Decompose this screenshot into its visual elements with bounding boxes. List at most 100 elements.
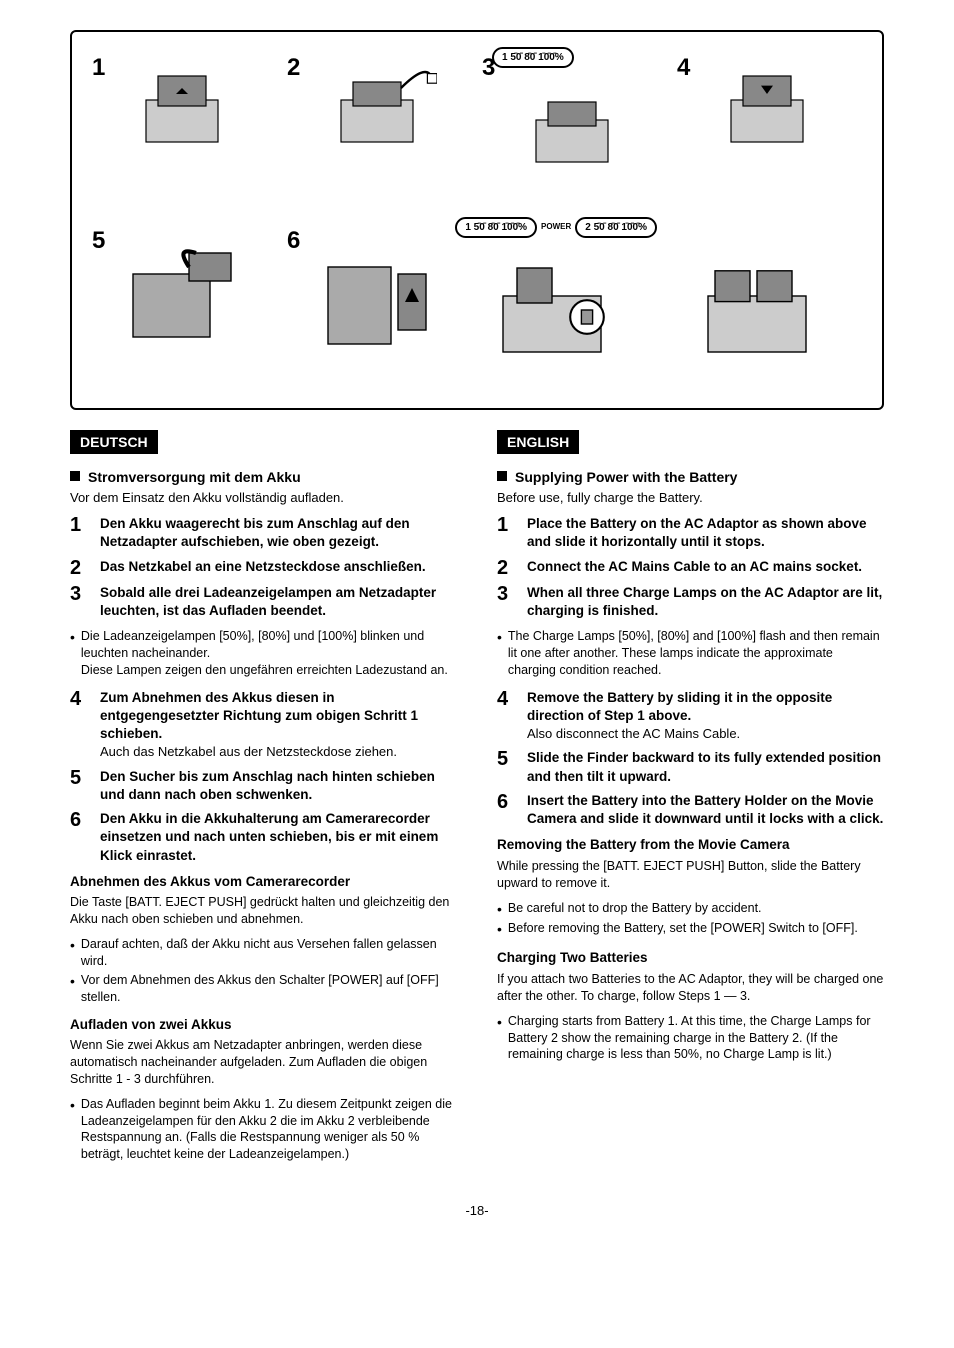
step-text: Connect the AC Mains Cable to an AC main… <box>527 558 884 576</box>
deutsch-heading-text: Stromversorgung mit dem Akku <box>88 468 301 486</box>
charge-indicator-3: 1 5̄0̄ 8̄0̄ 1̄0̄0̄% <box>492 47 574 68</box>
step-text: Zum Abnehmen des Akkus diesen in entgege… <box>100 689 457 762</box>
bullet-text: Charging starts from Battery 1. At this … <box>508 1013 884 1064</box>
step-number-4: 4 <box>677 52 690 83</box>
bullet-icon <box>70 1096 75 1164</box>
bullet-text: The Charge Lamps [50%], [80%] and [100%]… <box>508 628 884 679</box>
dual-indicator-2: 2 5̄0̄ 8̄0̄ 1̄0̄0̄% <box>575 217 657 238</box>
dual-indicator-1: 1 5̄0̄ 8̄0̄ 1̄0̄0̄% <box>455 217 537 238</box>
english-removing-bullets: Be careful not to drop the Battery by ac… <box>497 900 884 940</box>
diagram-step-2: 2 <box>287 52 472 215</box>
english-charging-heading: Charging Two Batteries <box>497 949 884 967</box>
square-bullet-icon <box>70 471 80 481</box>
english-step-4: 4 Remove the Battery by sliding it in th… <box>497 689 884 744</box>
bullet-icon <box>497 920 502 939</box>
step-num: 5 <box>497 749 515 769</box>
diagram-bottom-4 <box>677 225 862 388</box>
step-number-5: 5 <box>92 225 105 256</box>
bullet-icon <box>497 900 502 919</box>
bullet-text: Darauf achten, daß der Akku nicht aus Ve… <box>81 936 457 970</box>
square-bullet-icon <box>497 471 507 481</box>
deutsch-charging-heading: Aufladen von zwei Akkus <box>70 1016 457 1034</box>
step-num: 1 <box>70 515 88 535</box>
step-subtext: Auch das Netzkabel aus der Netzsteckdose… <box>100 744 397 759</box>
deutsch-step-6: 6 Den Akku in die Akkuhalterung am Camer… <box>70 810 457 865</box>
english-heading: Supplying Power with the Battery <box>497 468 884 486</box>
step-number-1: 1 <box>92 52 105 83</box>
step-text: Den Sucher bis zum Anschlag nach hinten … <box>100 768 457 804</box>
bullet-text: Das Aufladen beginnt beim Akku 1. Zu die… <box>81 1096 457 1164</box>
deutsch-removing-bullets: Darauf achten, daß der Akku nicht aus Ve… <box>70 936 457 1006</box>
bullet-text: Be careful not to drop the Battery by ac… <box>508 900 762 919</box>
deutsch-heading: Stromversorgung mit dem Akku <box>70 468 457 486</box>
charger-illustration-3 <box>512 72 632 192</box>
step-num: 3 <box>497 584 515 604</box>
bullet-icon <box>70 628 75 679</box>
bullet-text: Vor dem Abnehmen des Akkus den Schalter … <box>81 972 457 1006</box>
step-text: Den Akku waagerecht bis zum Anschlag auf… <box>100 515 457 551</box>
english-step-3: 3 When all three Charge Lamps on the AC … <box>497 584 884 620</box>
power-label: POWER <box>541 222 571 232</box>
bullet-item: Vor dem Abnehmen des Akkus den Schalter … <box>70 972 457 1006</box>
step-text: Slide the Finder backward to its fully e… <box>527 749 884 785</box>
step-number-2: 2 <box>287 52 300 83</box>
english-step-6: 6 Insert the Battery into the Battery Ho… <box>497 792 884 828</box>
content-columns: DEUTSCH Stromversorgung mit dem Akku Vor… <box>70 430 884 1173</box>
charger-dual-illustration-2 <box>687 240 827 380</box>
deutsch-removing-heading: Abnehmen des Akkus vom Camerarecorder <box>70 873 457 891</box>
lang-label-english: ENGLISH <box>497 430 579 454</box>
deutsch-step-3: 3 Sobald alle drei Ladeanzeigelampen am … <box>70 584 457 620</box>
step-number-6: 6 <box>287 225 300 256</box>
step-num: 6 <box>497 792 515 812</box>
bullet-text: Diese Lampen zeigen den ungefähren errei… <box>81 663 448 677</box>
bullet-item: Die Ladeanzeigelampen [50%], [80%] und [… <box>70 628 457 679</box>
bullet-text: Before removing the Battery, set the [PO… <box>508 920 858 939</box>
diagram-step-4: 4 <box>677 52 862 215</box>
bullet-item: The Charge Lamps [50%], [80%] and [100%]… <box>497 628 884 679</box>
camera-illustration-6 <box>307 225 447 365</box>
bullet-icon <box>70 972 75 1006</box>
step-num: 4 <box>70 689 88 709</box>
bullet-icon <box>70 936 75 970</box>
step-subtext: Also disconnect the AC Mains Cable. <box>527 726 740 741</box>
diagram-step-5: 5 <box>92 225 277 388</box>
charger-illustration-1 <box>122 52 242 172</box>
bullet-text: Die Ladeanzeigelampen [50%], [80%] und [… <box>81 629 424 660</box>
diagram-step-3: 3 1 5̄0̄ 8̄0̄ 1̄0̄0̄% <box>482 52 667 215</box>
step-text: Insert the Battery into the Battery Hold… <box>527 792 884 828</box>
english-removing-text: While pressing the [BATT. EJECT PUSH] Bu… <box>497 858 884 892</box>
charger-illustration-2 <box>317 52 437 172</box>
step-num: 5 <box>70 768 88 788</box>
camera-illustration-5 <box>112 225 252 365</box>
bullet-item: Before removing the Battery, set the [PO… <box>497 920 884 939</box>
english-heading-text: Supplying Power with the Battery <box>515 468 737 486</box>
bullet-item: Charging starts from Battery 1. At this … <box>497 1013 884 1064</box>
english-charging-text: If you attach two Batteries to the AC Ad… <box>497 971 884 1005</box>
deutsch-step-1: 1 Den Akku waagerecht bis zum Anschlag a… <box>70 515 457 551</box>
lang-label-deutsch: DEUTSCH <box>70 430 158 454</box>
diagram-bottom-3: 1 5̄0̄ 8̄0̄ 1̄0̄0̄% POWER 2 5̄0̄ 8̄0̄ 1̄… <box>482 225 667 388</box>
step-text: Remove the Battery by sliding it in the … <box>527 689 884 744</box>
bullet-icon <box>497 1013 502 1064</box>
step-text: Das Netzkabel an eine Netzsteckdose ansc… <box>100 558 457 576</box>
step-text: Den Akku in die Akkuhalterung am Camerar… <box>100 810 457 865</box>
deutsch-charging-bullets: Das Aufladen beginnt beim Akku 1. Zu die… <box>70 1096 457 1164</box>
english-removing-heading: Removing the Battery from the Movie Came… <box>497 836 884 854</box>
deutsch-intro: Vor dem Einsatz den Akku vollständig auf… <box>70 490 457 507</box>
deutsch-column: DEUTSCH Stromversorgung mit dem Akku Vor… <box>70 430 457 1173</box>
deutsch-charging-text: Wenn Sie zwei Akkus am Netzadapter anbri… <box>70 1037 457 1088</box>
step-num: 3 <box>70 584 88 604</box>
step-num: 2 <box>497 558 515 578</box>
step-num: 6 <box>70 810 88 830</box>
english-intro: Before use, fully charge the Battery. <box>497 490 884 507</box>
charger-dual-illustration-1 <box>482 240 622 380</box>
step-num: 4 <box>497 689 515 709</box>
bullet-item: Be careful not to drop the Battery by ac… <box>497 900 884 919</box>
english-step-5: 5 Slide the Finder backward to its fully… <box>497 749 884 785</box>
page-number: -18- <box>70 1203 884 1220</box>
bullet-icon <box>497 628 502 679</box>
diagram-area: 1 2 3 1 5̄0̄ 8̄0̄ 1̄0̄0̄% 4 <box>70 30 884 410</box>
english-step-1: 1 Place the Battery on the AC Adaptor as… <box>497 515 884 551</box>
diagram-step-1: 1 <box>92 52 277 215</box>
english-step-2: 2 Connect the AC Mains Cable to an AC ma… <box>497 558 884 578</box>
